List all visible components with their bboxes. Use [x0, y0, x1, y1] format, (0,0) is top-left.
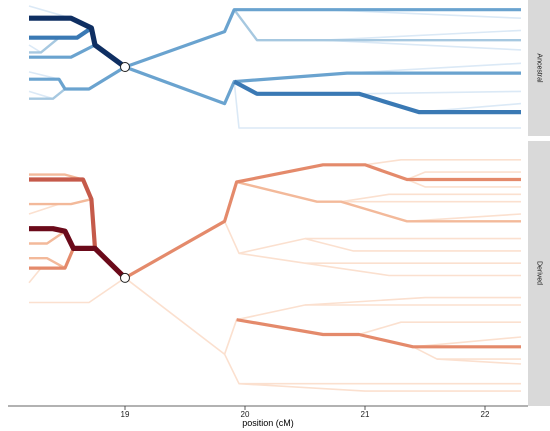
- haplotype-branch-ancestral-15: [28, 44, 42, 54]
- haplotype-branch-derived-20: [238, 382, 521, 392]
- haplotype-branch-ancestral-4: [322, 39, 522, 51]
- haplotype-branch-derived-14: [236, 318, 521, 349]
- haplotype-branch-ancestral-3: [322, 29, 522, 41]
- x-tick-label-19: 19: [121, 410, 130, 419]
- haplotype-branch-derived-9: [304, 237, 521, 252]
- haplotype-branch-ancestral-17: [29, 65, 126, 91]
- x-axis: 19 20 21 22 position (cM): [8, 405, 528, 428]
- haplotype-branch-derived-25: [28, 203, 60, 215]
- panel-ancestral-series-group: [28, 5, 522, 129]
- panel-derived-node-group: [120, 272, 130, 283]
- haplotype-branch-ancestral-20: [28, 90, 54, 100]
- haplotype-branch-derived-24: [29, 198, 92, 206]
- haplotype-branch-derived-18: [436, 358, 522, 365]
- haplotype-branch-ancestral-6: [346, 62, 522, 74]
- haplotype-branch-ancestral-2: [233, 8, 521, 42]
- haplotype-branch-ancestral-13: [29, 26, 93, 40]
- haplotype-branch-derived-26: [29, 230, 66, 245]
- focal-snp-marker-ancestral: [120, 62, 130, 72]
- strip-label-ancestral: Ancestral: [536, 53, 543, 83]
- haplotype-branch-ancestral-7: [233, 79, 521, 115]
- x-axis-title: position (cM): [242, 418, 294, 428]
- x-tick-label-20: 20: [241, 410, 250, 419]
- haplotype-branch-derived-11: [304, 262, 521, 277]
- haplotype-branch-derived-16: [412, 336, 522, 348]
- panel-derived-background: [8, 141, 528, 406]
- haplotype-branch-derived-2: [406, 171, 521, 181]
- x-tick-label-22: 22: [481, 410, 490, 419]
- haplotype-branch-ancestral-0: [124, 8, 521, 69]
- haplotype-branch-derived-3: [406, 178, 521, 188]
- haplotype-branch-derived-15: [358, 321, 521, 336]
- haplotype-branch-derived-29: [28, 267, 42, 284]
- haplotype-branch-derived-6: [406, 213, 522, 223]
- haplotype-branch-derived-1: [364, 159, 521, 166]
- haplotype-branch-ancestral-11: [29, 15, 127, 70]
- haplotype-branch-ancestral-8: [358, 90, 522, 95]
- haplotype-branch-derived-4: [236, 180, 521, 223]
- haplotype-branch-derived-7: [340, 193, 521, 203]
- haplotype-branch-derived-27: [29, 247, 75, 270]
- panel-ancestral: Ancestral: [8, 0, 550, 136]
- haplotype-branch-derived-22: [29, 177, 98, 249]
- panel-ancestral-node-group: [120, 62, 130, 72]
- focal-snp-marker-derived: [120, 272, 130, 283]
- haplotype-branch-ancestral-16: [29, 43, 96, 59]
- strip-label-derived: Derived: [536, 261, 543, 285]
- haplotype-branch-ancestral-14: [29, 36, 60, 54]
- panel-derived-series-group: [28, 159, 522, 392]
- strip-derived: [528, 141, 550, 406]
- haplotype-branch-ancestral-10: [233, 81, 521, 129]
- x-axis-ticks: 19 20 21 22: [121, 406, 490, 419]
- panel-derived: Derived: [8, 141, 550, 406]
- haplotype-branch-derived-0: [124, 163, 521, 280]
- haplotype-branch-derived-30: [29, 277, 126, 304]
- haplotype-branch-derived-28: [29, 257, 66, 270]
- strip-ancestral: [528, 0, 550, 136]
- haplotype-branch-derived-21: [29, 226, 127, 280]
- haplotype-branch-derived-8: [223, 220, 521, 255]
- x-tick-label-21: 21: [361, 410, 370, 419]
- haplotype-branch-ancestral-19: [29, 88, 66, 100]
- haplotype-branch-derived-13: [304, 296, 521, 306]
